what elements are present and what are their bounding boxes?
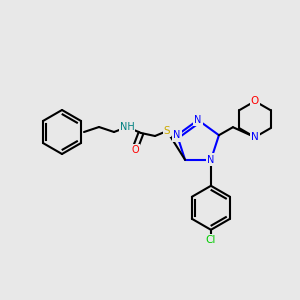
Text: Cl: Cl <box>206 235 216 245</box>
Text: N: N <box>194 115 202 125</box>
Text: N: N <box>207 155 214 165</box>
Text: N: N <box>173 130 181 140</box>
Text: NH: NH <box>120 122 134 132</box>
Text: N: N <box>251 132 259 142</box>
Text: O: O <box>251 96 259 106</box>
Text: S: S <box>164 126 170 136</box>
Text: O: O <box>131 145 139 155</box>
